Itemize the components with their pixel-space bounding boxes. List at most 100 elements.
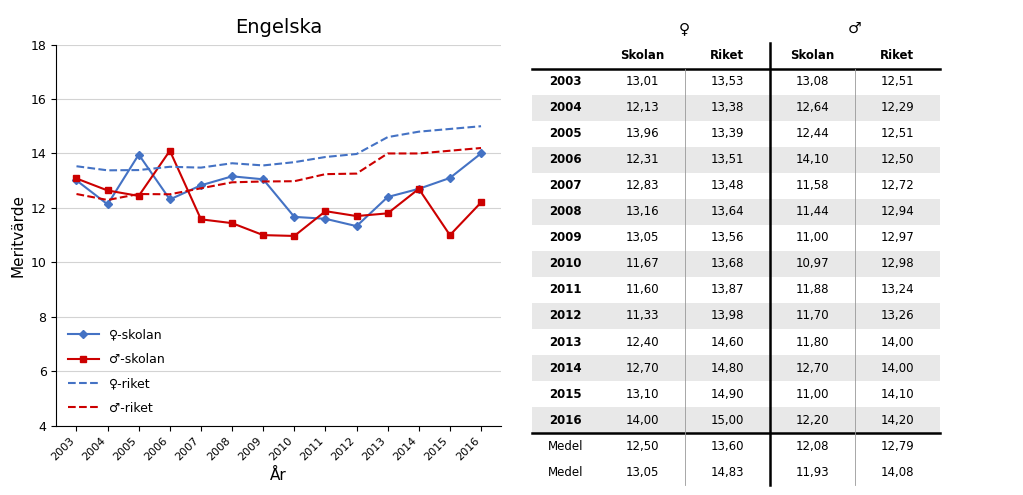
Text: 14,10: 14,10: [796, 153, 829, 166]
Text: Skolan: Skolan: [620, 49, 664, 62]
Text: 11,33: 11,33: [625, 309, 659, 322]
Text: 11,60: 11,60: [625, 284, 659, 297]
Text: 13,08: 13,08: [796, 75, 829, 88]
Text: 11,58: 11,58: [796, 179, 829, 192]
Bar: [532, 407, 940, 433]
Text: 13,60: 13,60: [711, 440, 744, 453]
Legend: ♀-skolan, ♂-skolan, ♀-riket, ♂-riket: ♀-skolan, ♂-skolan, ♀-riket, ♂-riket: [62, 324, 170, 419]
Bar: [532, 225, 940, 251]
Text: 11,00: 11,00: [796, 388, 829, 400]
Bar: [532, 329, 940, 355]
Bar: [532, 355, 940, 381]
Text: 2010: 2010: [549, 257, 582, 270]
Text: 11,00: 11,00: [796, 231, 829, 245]
Text: 13,48: 13,48: [711, 179, 744, 192]
Text: 12,97: 12,97: [881, 231, 915, 245]
Text: 13,01: 13,01: [625, 75, 659, 88]
Text: 11,70: 11,70: [796, 309, 829, 322]
Text: 2004: 2004: [549, 101, 582, 114]
Text: 12,44: 12,44: [796, 127, 830, 140]
Text: 11,67: 11,67: [625, 257, 659, 270]
Bar: [532, 69, 940, 95]
Text: 2012: 2012: [549, 309, 582, 322]
Text: 13,10: 13,10: [625, 388, 659, 400]
Text: 13,39: 13,39: [711, 127, 744, 140]
Text: 12,79: 12,79: [881, 440, 915, 453]
Text: Medel: Medel: [548, 440, 583, 453]
Text: 13,38: 13,38: [711, 101, 744, 114]
X-axis label: År: År: [270, 468, 287, 483]
Text: Medel: Medel: [548, 466, 583, 479]
Bar: [532, 381, 940, 407]
Text: 14,10: 14,10: [881, 388, 915, 400]
Title: Engelska: Engelska: [235, 18, 322, 38]
Text: 13,26: 13,26: [881, 309, 915, 322]
Text: 12,50: 12,50: [881, 153, 915, 166]
Text: 12,51: 12,51: [881, 127, 915, 140]
Text: 2016: 2016: [549, 414, 582, 427]
Text: 14,00: 14,00: [881, 361, 915, 375]
Text: 2014: 2014: [549, 361, 582, 375]
Text: 12,98: 12,98: [881, 257, 915, 270]
Text: 2007: 2007: [549, 179, 582, 192]
Text: 13,64: 13,64: [711, 205, 744, 218]
Bar: [532, 95, 940, 121]
Text: 13,98: 13,98: [711, 309, 744, 322]
Text: 12,31: 12,31: [625, 153, 659, 166]
Text: 11,93: 11,93: [796, 466, 829, 479]
Text: 12,72: 12,72: [881, 179, 915, 192]
Text: 2008: 2008: [549, 205, 582, 218]
Text: 12,70: 12,70: [625, 361, 659, 375]
Text: 11,44: 11,44: [796, 205, 830, 218]
Bar: [532, 121, 940, 147]
Bar: [532, 199, 940, 225]
Text: 2003: 2003: [549, 75, 582, 88]
Text: 12,83: 12,83: [625, 179, 659, 192]
Text: 15,00: 15,00: [711, 414, 744, 427]
Bar: [532, 251, 940, 277]
Text: 11,88: 11,88: [796, 284, 829, 297]
Y-axis label: Meritvärde: Meritvärde: [10, 194, 26, 277]
Bar: [532, 303, 940, 329]
Bar: [532, 15, 940, 69]
Text: 12,50: 12,50: [625, 440, 659, 453]
Text: Skolan: Skolan: [790, 49, 835, 62]
Bar: [532, 147, 940, 173]
Text: Riket: Riket: [881, 49, 915, 62]
Text: 2011: 2011: [549, 284, 582, 297]
Text: 13,16: 13,16: [625, 205, 659, 218]
Text: 13,53: 13,53: [711, 75, 744, 88]
Text: 10,97: 10,97: [796, 257, 829, 270]
Text: 12,29: 12,29: [881, 101, 915, 114]
Text: Riket: Riket: [710, 49, 745, 62]
Text: 2006: 2006: [549, 153, 582, 166]
Text: 14,00: 14,00: [625, 414, 659, 427]
Text: 12,70: 12,70: [796, 361, 829, 375]
Text: ♀: ♀: [679, 21, 691, 36]
Text: 13,24: 13,24: [881, 284, 915, 297]
Bar: [532, 277, 940, 303]
Text: 12,13: 12,13: [625, 101, 659, 114]
Text: 2005: 2005: [549, 127, 582, 140]
Text: 14,83: 14,83: [711, 466, 744, 479]
Text: 11,80: 11,80: [796, 336, 829, 348]
Bar: [532, 173, 940, 199]
Text: ♂: ♂: [848, 21, 861, 36]
Text: 2013: 2013: [549, 336, 582, 348]
Text: 12,08: 12,08: [796, 440, 829, 453]
Text: 14,90: 14,90: [711, 388, 744, 400]
Text: 14,60: 14,60: [711, 336, 744, 348]
Text: 14,80: 14,80: [711, 361, 744, 375]
Text: 13,05: 13,05: [626, 466, 659, 479]
Text: 12,40: 12,40: [625, 336, 659, 348]
Text: 12,20: 12,20: [796, 414, 829, 427]
Text: 13,87: 13,87: [711, 284, 744, 297]
Text: 14,20: 14,20: [881, 414, 915, 427]
Text: 13,96: 13,96: [625, 127, 659, 140]
Text: 12,94: 12,94: [881, 205, 915, 218]
Text: 13,56: 13,56: [711, 231, 744, 245]
Text: 2009: 2009: [549, 231, 582, 245]
Text: 2015: 2015: [549, 388, 582, 400]
Text: 14,08: 14,08: [881, 466, 915, 479]
Bar: [532, 459, 940, 485]
